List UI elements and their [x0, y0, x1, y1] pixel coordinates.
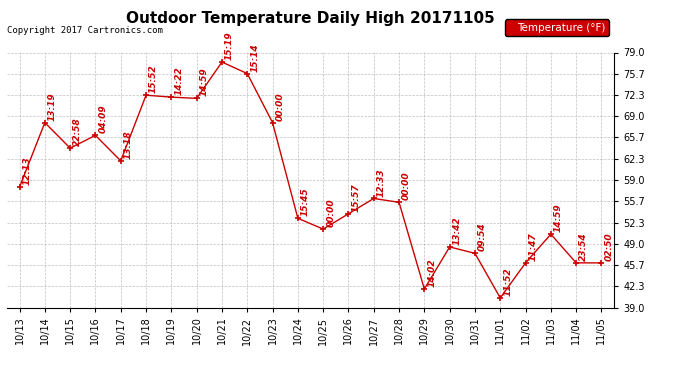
Text: 11:47: 11:47 — [529, 232, 538, 261]
Text: 14:22: 14:22 — [175, 67, 184, 95]
Text: 00:00: 00:00 — [326, 198, 335, 227]
Text: Outdoor Temperature Daily High 20171105: Outdoor Temperature Daily High 20171105 — [126, 11, 495, 26]
Text: 15:52: 15:52 — [149, 64, 158, 93]
Text: 12:13: 12:13 — [23, 156, 32, 185]
Text: 13:42: 13:42 — [453, 216, 462, 245]
Text: 04:09: 04:09 — [99, 105, 108, 134]
Text: 15:45: 15:45 — [301, 188, 310, 216]
Text: Copyright 2017 Cartronics.com: Copyright 2017 Cartronics.com — [7, 26, 163, 35]
Legend: Temperature (°F): Temperature (°F) — [505, 20, 609, 36]
Text: 00:00: 00:00 — [275, 92, 284, 121]
Text: 11:52: 11:52 — [503, 267, 512, 296]
Text: 22:58: 22:58 — [73, 118, 82, 146]
Text: 12:33: 12:33 — [377, 168, 386, 196]
Text: 00:00: 00:00 — [402, 172, 411, 200]
Text: 15:14: 15:14 — [250, 43, 259, 72]
Text: 02:50: 02:50 — [604, 232, 613, 261]
Text: 14:59: 14:59 — [554, 204, 563, 232]
Text: 09:54: 09:54 — [478, 223, 487, 251]
Text: 13:18: 13:18 — [124, 130, 132, 159]
Text: 15:57: 15:57 — [351, 183, 360, 212]
Text: 23:54: 23:54 — [579, 232, 588, 261]
Text: 13:19: 13:19 — [48, 92, 57, 121]
Text: 14:02: 14:02 — [427, 258, 436, 287]
Text: 15:19: 15:19 — [225, 32, 234, 60]
Text: 14:59: 14:59 — [199, 68, 208, 96]
